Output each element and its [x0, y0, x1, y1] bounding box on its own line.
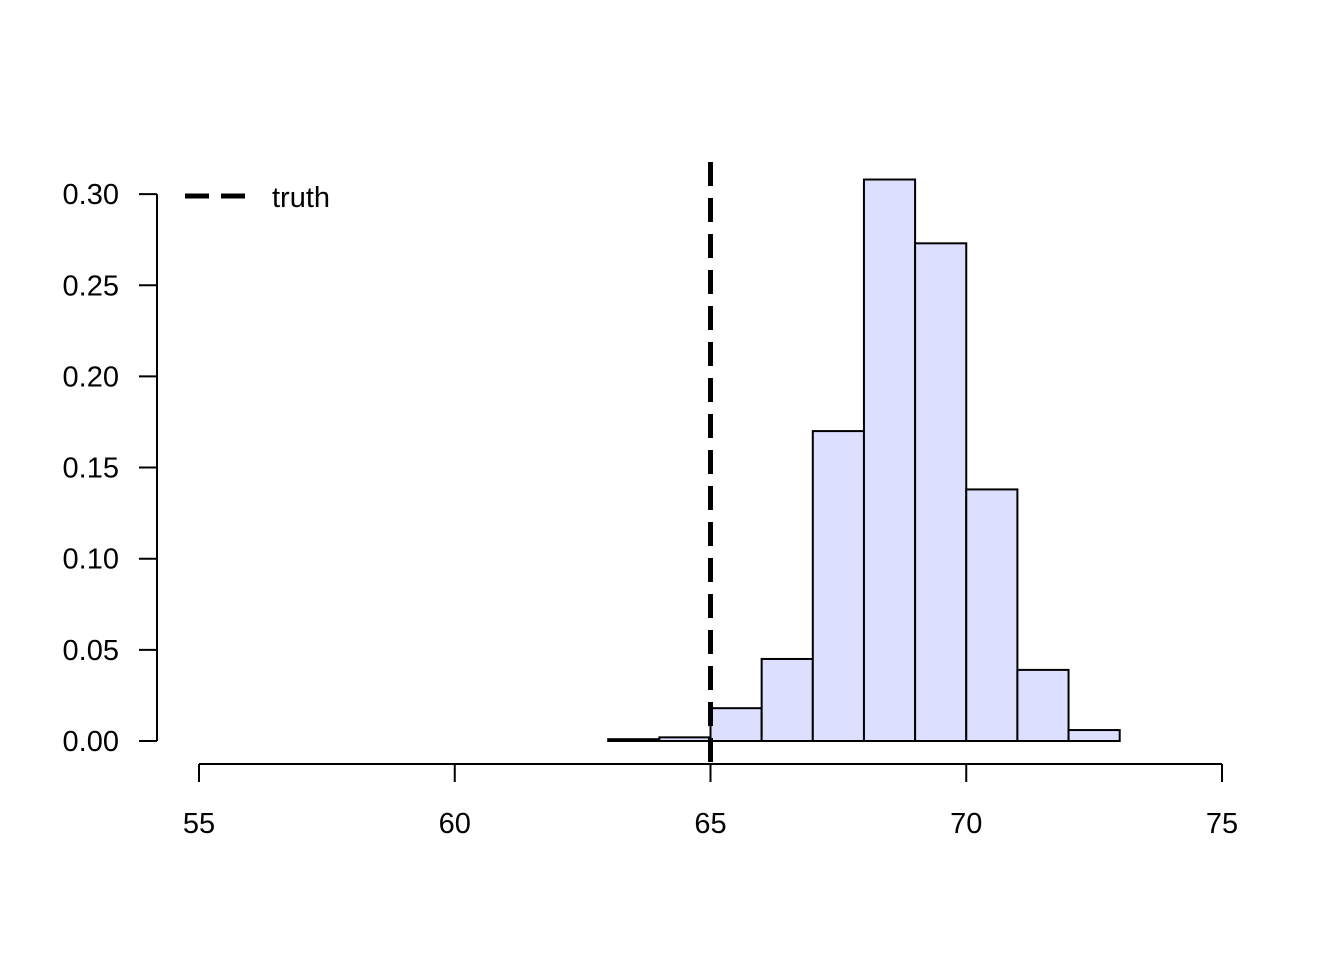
histogram-bar-3 [760, 657, 814, 743]
x-tick-label: 65 [694, 808, 726, 840]
histogram-bars [607, 178, 1121, 743]
legend: truth [185, 182, 330, 214]
y-tick-label: 0.05 [63, 635, 119, 667]
y-tick-label: 0.10 [63, 544, 119, 576]
histogram-bar-5 [862, 178, 917, 743]
histogram-bar-2 [709, 707, 763, 742]
histogram-bar-9 [1067, 729, 1121, 743]
x-tick-label: 75 [1206, 808, 1238, 840]
histogram-bar-7 [965, 488, 1019, 742]
histogram-bar-1 [658, 736, 712, 743]
y-tick-label: 0.25 [63, 270, 119, 302]
x-tick-label: 55 [183, 808, 215, 840]
histogram-bar-8 [1016, 668, 1070, 743]
histogram-bar-0 [607, 738, 661, 743]
y-axis: 0.00 0.05 0.10 0.15 0.20 0.25 0.30 [63, 179, 158, 758]
y-tick-label: 0.00 [63, 726, 119, 758]
y-tick-label: 0.30 [63, 179, 119, 211]
x-tick-label: 70 [950, 808, 982, 840]
legend-label-truth: truth [272, 182, 330, 214]
y-tick-label: 0.15 [63, 453, 119, 485]
histogram-bar-6 [914, 242, 968, 742]
x-tick-label: 60 [439, 808, 471, 840]
x-axis: 55 60 65 70 75 [183, 763, 1238, 840]
histogram-bar-4 [811, 430, 865, 742]
y-tick-label: 0.20 [63, 361, 119, 393]
